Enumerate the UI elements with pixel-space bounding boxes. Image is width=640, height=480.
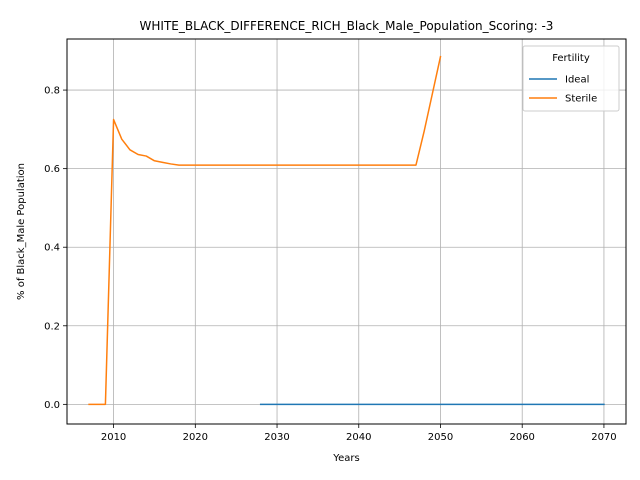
x-tick-label: 2020 (183, 432, 208, 443)
x-tick-label: 2040 (346, 432, 371, 443)
x-axis-title: Years (332, 453, 359, 464)
y-axis-title: % of Black_Male Population (16, 163, 27, 300)
x-tick-label: 2010 (101, 432, 126, 443)
axis-ticks: 2010 2020 2030 2040 2050 2060 2070 0.0 0.2 0.4 0.6… (44, 86, 617, 443)
x-tick-label: 2030 (264, 432, 289, 443)
x-tick-label: 2070 (591, 432, 616, 443)
legend-box (522, 45, 620, 112)
y-tick-label: 0.8 (44, 86, 60, 97)
chart-title: WHITE_BLACK_DIFFERENCE_RICH_Black_Male_P… (140, 19, 554, 33)
y-tick-label: 0.0 (44, 400, 60, 411)
legend-title: Fertility (552, 53, 590, 64)
x-tick-label: 2050 (428, 432, 453, 443)
y-tick-label: 0.4 (44, 243, 60, 254)
legend-label-sterile: Sterile (565, 94, 597, 105)
series-line-sterile (88, 55, 442, 406)
series-lines (88, 55, 605, 406)
x-tick-label: 2060 (509, 432, 534, 443)
grid-lines (67, 39, 626, 424)
legend: Fertility Ideal Sterile (522, 45, 620, 112)
plot-area-frame (66, 38, 627, 425)
legend-label-ideal: Ideal (565, 75, 589, 86)
y-tick-label: 0.2 (44, 321, 60, 332)
y-tick-label: 0.6 (44, 164, 60, 175)
